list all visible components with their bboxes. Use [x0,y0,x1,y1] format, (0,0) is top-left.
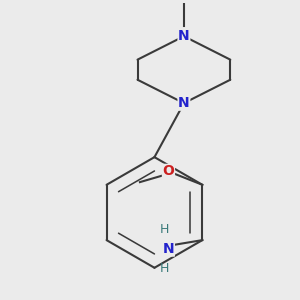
Text: H: H [159,262,169,275]
Text: N: N [163,242,174,256]
Text: N: N [178,29,190,43]
Text: N: N [178,96,190,110]
Text: O: O [163,164,174,178]
Text: H: H [159,223,169,236]
